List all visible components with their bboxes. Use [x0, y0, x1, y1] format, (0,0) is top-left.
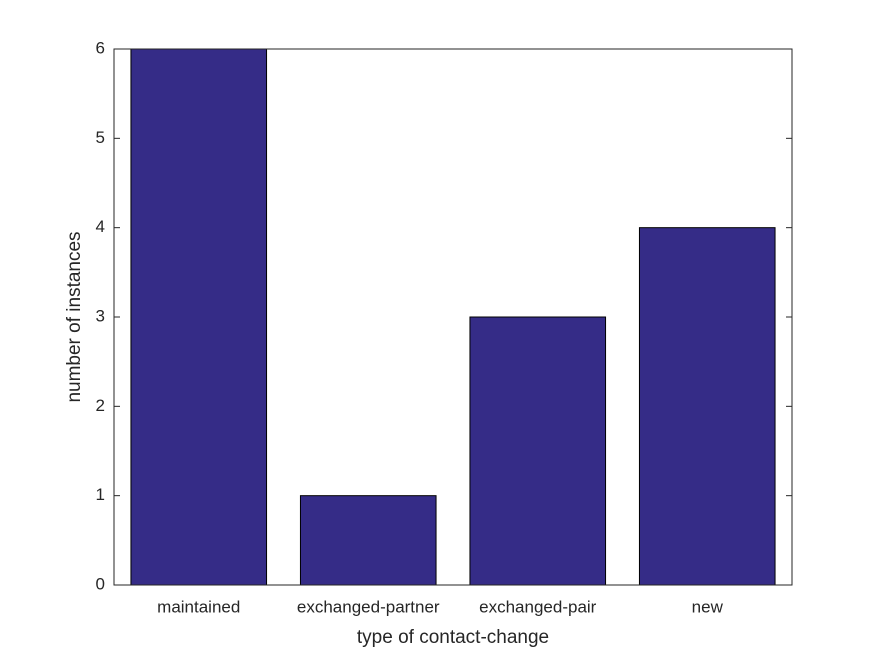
bar [638, 227, 776, 586]
bar [130, 48, 268, 586]
y-tick-label: 1 [96, 485, 105, 504]
y-tick-label: 6 [96, 38, 105, 57]
y-axis-label: number of instances [64, 231, 85, 402]
y-tick-label: 2 [96, 396, 105, 415]
y-tick-label: 0 [96, 574, 105, 593]
x-axis-label: type of contact-change [357, 627, 549, 648]
x-tick-label: exchanged-pair [479, 597, 597, 616]
y-tick-label: 4 [96, 217, 105, 236]
y-tick-label: 3 [96, 306, 105, 325]
x-tick-label: new [692, 597, 724, 616]
x-tick-label: exchanged-partner [297, 597, 440, 616]
bar [469, 316, 607, 586]
y-tick-label: 5 [96, 128, 105, 147]
x-tick-label: maintained [157, 597, 240, 616]
bar [299, 495, 437, 586]
